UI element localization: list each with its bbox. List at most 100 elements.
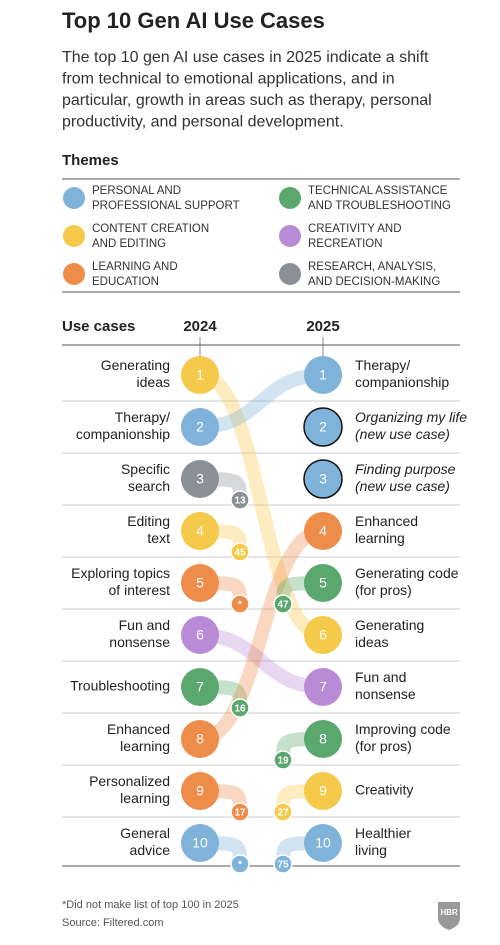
rank-number: 7 [319,679,327,695]
use-case-label: Enhanced [355,513,418,529]
subtitle-line: particular, growth in areas such as ther… [62,92,432,109]
rank-number: 6 [319,627,327,643]
rank-circle [181,564,219,602]
use-case-label: Specific [121,461,170,477]
legend-label: AND DECISION-MAKING [308,276,440,288]
rank-number: 4 [319,523,327,539]
rank-number: 8 [319,731,327,747]
title: Top 10 Gen AI Use Cases [62,8,325,33]
rank-circle [181,460,219,498]
footnote: *Did not make list of top 100 in 2025 [62,899,239,911]
subtitle-line: The top 10 gen AI use cases in 2025 indi… [62,49,429,66]
year-label: 2025 [306,318,339,335]
legend-label: RECREATION [308,238,383,250]
rank-circle [304,616,342,654]
rank-badge-label: 17 [234,808,246,819]
legend-label: AND EDITING [92,238,166,250]
use-case-label: nonsense [355,686,416,702]
rank-number: 10 [315,835,331,851]
use-case-label: text [147,530,170,546]
use-case-label: Enhanced [107,721,170,737]
legend-label: LEARNING AND [92,261,178,273]
rank-badge-label: 19 [277,756,289,767]
use-case-label: ideas [355,634,388,650]
rank-badge [230,802,250,822]
use-case-label: companionship [355,374,449,390]
legend-swatch [279,225,301,247]
legend-swatch [63,225,85,247]
legend-label: CONTENT CREATION [92,223,209,235]
rank-number: 9 [196,783,204,799]
legend-swatch [279,263,301,285]
connector [193,368,330,642]
rank-circle [181,616,219,654]
use-case-label: Healthier [355,825,411,841]
rank-badge-label: 75 [277,860,289,871]
use-case-label: (new use case) [355,426,450,442]
rank-circle [304,668,342,706]
rank-badge-label: 47 [277,600,289,611]
use-case-label: of interest [109,582,171,598]
rank-number: 3 [196,471,204,487]
use-case-label: Therapy/ [115,409,170,425]
use-case-label: (for pros) [355,738,412,754]
rank-circle [304,512,342,550]
rank-number: 3 [319,471,327,487]
rank-number: 7 [196,679,204,695]
use-case-label: learning [355,530,405,546]
use-case-label: nonsense [109,634,170,650]
rank-circle [181,356,219,394]
legend-label: AND TROUBLESHOOTING [308,200,451,212]
legend-label: PROFESSIONAL SUPPORT [92,200,240,212]
use-case-label: learning [120,738,170,754]
rank-circle [181,772,219,810]
legend-title: Themes [62,152,119,169]
use-case-label: advice [130,842,171,858]
connector [193,524,330,746]
rank-circle [181,668,219,706]
rank-badge-label: 13 [234,496,246,507]
rank-circle [181,408,219,446]
legend-label: EDUCATION [92,276,159,288]
rank-badge-label: * [238,860,242,871]
rank-number: 5 [196,575,204,591]
rank-circle [304,564,342,602]
use-case-label: Generating code [355,565,459,581]
legend-swatch [63,263,85,285]
rank-circle [303,407,343,447]
use-case-label: Fun and [119,617,170,633]
use-case-label: Generating [355,617,424,633]
source: Source: Filtered.com [62,917,163,929]
use-case-label: (for pros) [355,582,412,598]
rank-badge [230,594,250,614]
legend-label: CREATIVITY AND [308,223,402,235]
rank-badge-label: * [238,600,242,611]
rank-circle [181,720,219,758]
rank-circle [304,720,342,758]
rank-number: 4 [196,523,204,539]
year-label: 2024 [183,318,217,335]
rank-badge [230,490,250,510]
logo: HBR [440,908,458,917]
rank-number: 8 [196,731,204,747]
rank-badge-label: 45 [234,548,246,559]
use-case-label: General [120,825,170,841]
legend-label: PERSONAL AND [92,185,181,197]
rank-number: 6 [196,627,204,643]
subtitle-line: productivity, and personal development. [62,114,344,131]
rank-number: 2 [319,419,327,435]
rank-circle [304,772,342,810]
use-case-label: ideas [137,374,170,390]
use-case-label: Creativity [355,782,413,798]
use-case-label: Exploring topics [71,565,170,581]
logo-shield [438,902,460,930]
use-case-label: Editing [127,513,170,529]
legend-label: RESEARCH, ANALYSIS, [308,261,436,273]
connector [193,368,330,434]
rank-circle [304,356,342,394]
use-case-label: Personalized [89,773,170,789]
use-case-label: companionship [76,426,170,442]
rank-number: 1 [319,367,327,383]
use-case-label: search [128,478,170,494]
